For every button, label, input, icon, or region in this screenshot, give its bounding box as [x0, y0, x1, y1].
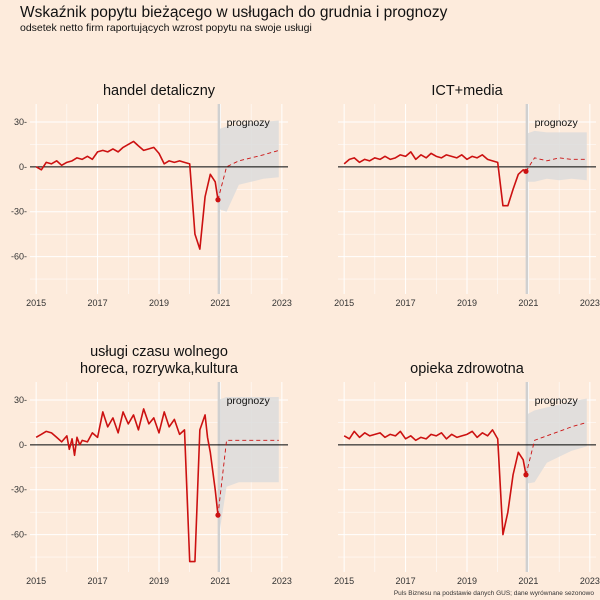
forecast-annotation: prognozy — [535, 117, 579, 129]
x-tick-label: 2019 — [457, 298, 477, 308]
series-history — [35, 140, 219, 250]
x-tick-label: 2017 — [88, 298, 108, 308]
x-tick-label: 2021 — [518, 576, 538, 586]
source-caption: Puls Biznesu na podstawie danych GUS; da… — [393, 590, 594, 597]
panel-title-line: horeca, rozrywka,kultura — [80, 361, 239, 377]
panel-2: ICT+media prognozy 2015 2017 2019 2021 2023 — [334, 83, 600, 308]
x-tick-label: 2017 — [396, 298, 416, 308]
x-tick-label: 2017 — [88, 576, 108, 586]
x-tick-label: 2015 — [334, 576, 354, 586]
last-point — [215, 512, 221, 518]
forecast-annotation: prognozy — [535, 395, 579, 407]
panel-title-line: usługi czasu wolnego — [90, 344, 228, 360]
panel-title: handel detaliczny — [103, 83, 216, 99]
x-tick-label: 2015 — [26, 298, 46, 308]
y-tick-label: 0- — [19, 440, 27, 450]
x-tick-label: 2023 — [580, 576, 600, 586]
series-history — [35, 408, 219, 563]
panel-title-line: opieka zdrowotna — [410, 361, 525, 377]
chart-subtitle: odsetek netto firm raportujących wzrost … — [20, 22, 312, 34]
last-point — [523, 472, 529, 478]
y-tick-label: 30- — [14, 117, 27, 127]
x-tick-label: 2023 — [580, 298, 600, 308]
forecast-band — [525, 398, 587, 484]
x-tick-label: 2015 — [26, 576, 46, 586]
forecast-band — [525, 130, 587, 182]
y-tick-label: 0- — [19, 162, 27, 172]
y-tick-label: -60- — [11, 530, 27, 540]
x-tick-label: 2019 — [457, 576, 477, 586]
x-tick-label: 2015 — [334, 298, 354, 308]
x-tick-label: 2019 — [149, 298, 169, 308]
panel-title-line: ICT+media — [431, 83, 503, 99]
series-forecast — [217, 149, 279, 200]
chart-title: Wskaźnik popytu bieżącego w usługach do … — [20, 4, 448, 21]
x-tick-label: 2021 — [210, 576, 230, 586]
x-tick-label: 2021 — [210, 298, 230, 308]
series-forecast — [217, 439, 279, 516]
forecast-band — [217, 120, 279, 212]
panel-title: usługi czasu wolnego horeca, rozrywka,kul… — [80, 344, 239, 377]
y-tick-label: -30- — [11, 207, 27, 217]
panel-1: handel detaliczny prognozy 2015 2017 2019 202… — [11, 83, 292, 308]
series-forecast — [525, 421, 587, 475]
forecast-band — [217, 396, 279, 543]
series-history — [343, 151, 527, 207]
x-tick-label: 2023 — [272, 298, 292, 308]
x-tick-label: 2019 — [149, 576, 169, 586]
forecast-annotation: prognozy — [227, 117, 271, 129]
x-tick-label: 2023 — [272, 576, 292, 586]
x-tick-label: 2017 — [396, 576, 416, 586]
series-history — [343, 429, 527, 536]
forecast-annotation: prognozy — [227, 395, 271, 407]
last-point — [215, 197, 221, 203]
series-forecast — [525, 157, 587, 172]
panel-title: ICT+media — [431, 83, 503, 99]
panel-title-line: handel detaliczny — [103, 83, 216, 99]
x-tick-label: 2021 — [518, 298, 538, 308]
panel-4: opieka zdrowotna prognozy 2015 2017 2019 2021… — [334, 361, 600, 586]
y-tick-label: -60- — [11, 252, 27, 262]
y-tick-label: -30- — [11, 485, 27, 495]
last-point — [523, 168, 529, 174]
panel-title: opieka zdrowotna — [410, 361, 525, 377]
y-tick-label: 30- — [14, 395, 27, 405]
panel-3: usługi czasu wolnego horeca, rozrywka,kul… — [11, 344, 292, 586]
